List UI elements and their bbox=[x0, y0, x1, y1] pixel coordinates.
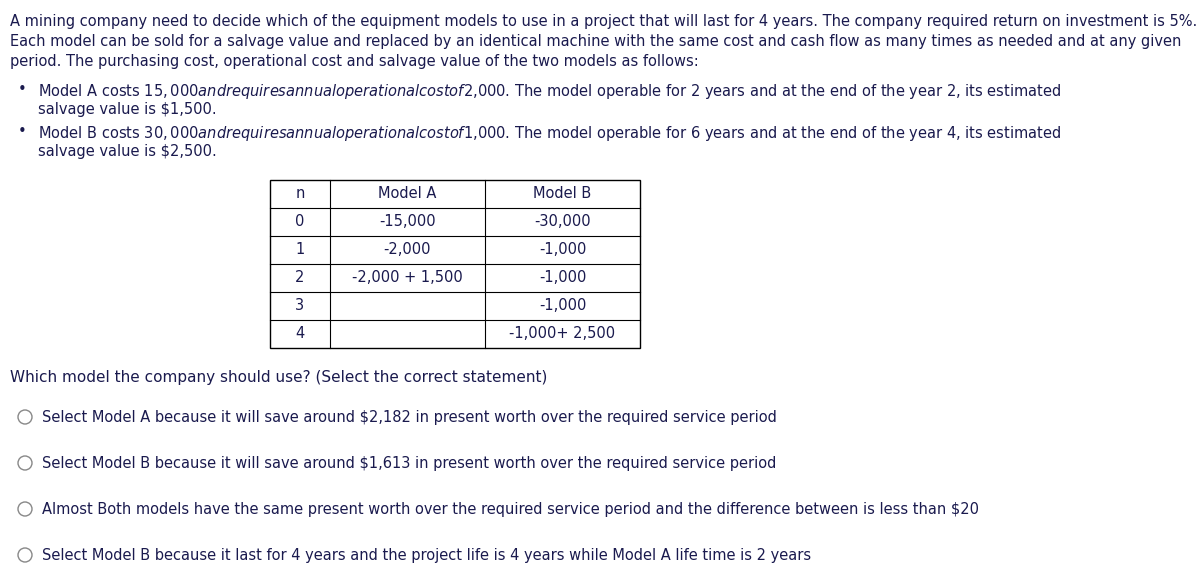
Text: 3: 3 bbox=[296, 299, 304, 314]
Text: Select Model A because it will save around $2,182 in present worth over the requ: Select Model A because it will save arou… bbox=[42, 410, 777, 425]
Text: Which model the company should use? (Select the correct statement): Which model the company should use? (Sel… bbox=[10, 370, 547, 385]
Text: Select Model B because it last for 4 years and the project life is 4 years while: Select Model B because it last for 4 yea… bbox=[42, 548, 812, 563]
Text: -1,000: -1,000 bbox=[539, 242, 587, 258]
Text: Select Model B because it will save around $1,613 in present worth over the requ: Select Model B because it will save arou… bbox=[42, 456, 777, 471]
Text: period. The purchasing cost, operational cost and salvage value of the two model: period. The purchasing cost, operational… bbox=[10, 54, 699, 69]
Text: 1: 1 bbox=[296, 242, 304, 258]
Bar bbox=[271, 180, 640, 348]
Text: -30,000: -30,000 bbox=[534, 214, 591, 230]
Text: -1,000: -1,000 bbox=[539, 271, 587, 286]
Text: •: • bbox=[18, 82, 26, 97]
Text: salvage value is $1,500.: salvage value is $1,500. bbox=[38, 102, 217, 117]
Text: 4: 4 bbox=[296, 327, 304, 341]
Text: Model A costs $15,000 and requires annual operational cost of $2,000. The model : Model A costs $15,000 and requires annua… bbox=[38, 82, 1061, 101]
Text: A mining company need to decide which of the equipment models to use in a projec: A mining company need to decide which of… bbox=[10, 14, 1197, 29]
Text: Model B costs $30,000 and requires annual operational cost of $1,000. The model : Model B costs $30,000 and requires annua… bbox=[38, 124, 1061, 143]
Text: -15,000: -15,000 bbox=[379, 214, 436, 230]
Text: Almost Both models have the same present worth over the required service period : Almost Both models have the same present… bbox=[42, 502, 979, 517]
Text: -2,000: -2,000 bbox=[384, 242, 431, 258]
Text: -1,000: -1,000 bbox=[539, 299, 587, 314]
Text: -2,000 + 1,500: -2,000 + 1,500 bbox=[352, 271, 463, 286]
Text: Model A: Model A bbox=[378, 186, 437, 202]
Text: 0: 0 bbox=[296, 214, 305, 230]
Text: Each model can be sold for a salvage value and replaced by an identical machine : Each model can be sold for a salvage val… bbox=[10, 34, 1181, 49]
Text: •: • bbox=[18, 124, 26, 139]
Text: 2: 2 bbox=[296, 271, 305, 286]
Text: Model B: Model B bbox=[534, 186, 591, 202]
Text: n: n bbox=[296, 186, 305, 202]
Text: -1,000+ 2,500: -1,000+ 2,500 bbox=[510, 327, 615, 341]
Text: salvage value is $2,500.: salvage value is $2,500. bbox=[38, 144, 217, 159]
